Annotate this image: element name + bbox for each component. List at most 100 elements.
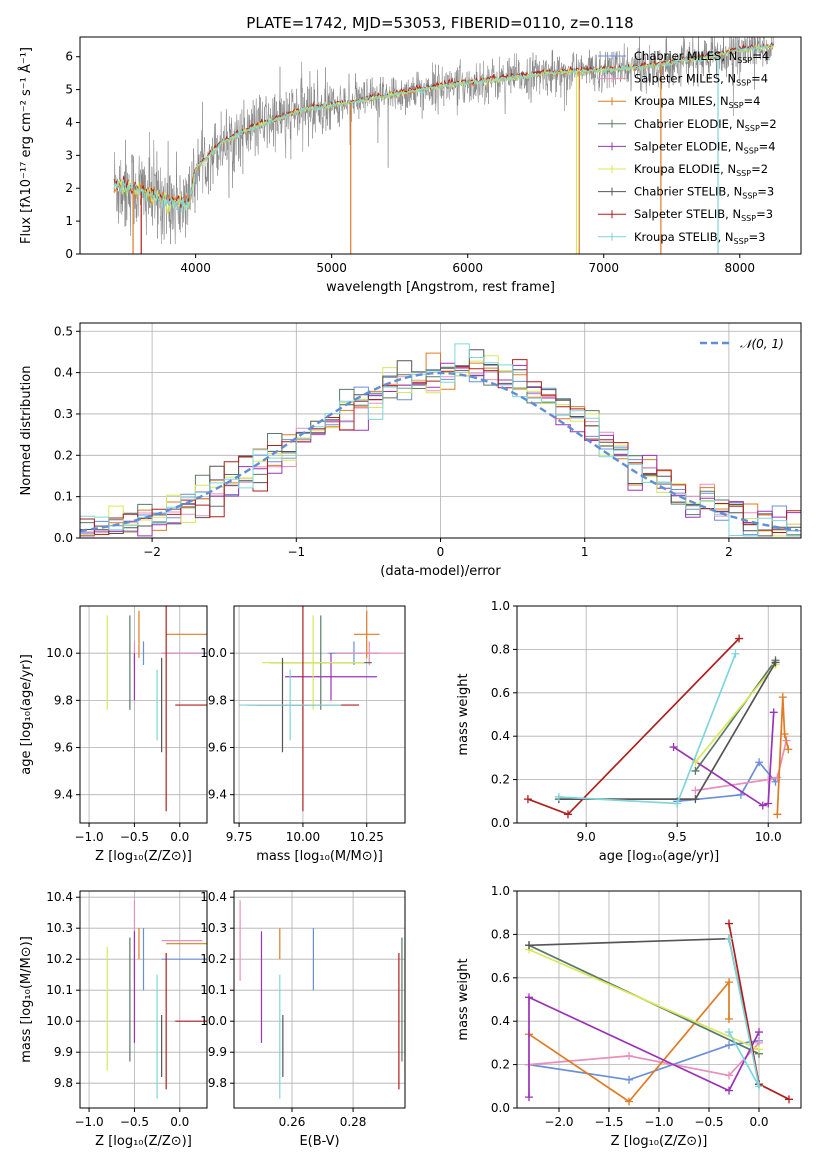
errorbar-kroupa-stelib — [156, 974, 158, 1099]
weight-line — [558, 661, 777, 800]
weights-salpeter-stelib — [523, 634, 744, 819]
x-tick-label: 4000 — [180, 261, 211, 275]
x-tick-label: −0.5 — [120, 830, 149, 844]
y-tick-label: 0.3 — [54, 407, 73, 421]
axes-frame — [79, 890, 208, 1109]
x-tick-label: 9.75 — [226, 830, 253, 844]
weight-line — [728, 938, 760, 1087]
errorbar-salpeter-stelib — [165, 606, 207, 812]
x-axis-label: Z [log₁₀(Z/Z⊙)] — [611, 1134, 708, 1149]
x-tick-label: 5000 — [316, 261, 347, 275]
panel-mass-vs-EBV: 0.26 0.28 9.8 9.9 10.0 10.1 10.2 10.3 10.4 E(B-V) — [200, 890, 406, 1149]
y-tick-label: 1 — [65, 214, 73, 228]
plot-area — [80, 323, 801, 538]
weight-marker — [525, 1093, 533, 1102]
x-tick-label: 8000 — [725, 261, 756, 275]
legend-label: Kroupa STELIB, NSSP=3 — [634, 230, 765, 246]
y-tick-label: 0.8 — [491, 642, 510, 656]
panel-weight-vs-age: 9.0 9.5 10.0 0.0 0.2 0.4 0.6 0.8 1.0 age [log₁₀(a… — [456, 599, 802, 864]
errorbar-chabrier-miles — [142, 928, 207, 991]
axes-frame — [516, 605, 802, 824]
y-tick-label: 6 — [65, 50, 73, 64]
x-tick-label: 0 — [437, 545, 445, 559]
y-tick-label: 0.2 — [54, 448, 73, 462]
errorbar-chabrier-stelib — [161, 1015, 163, 1077]
axes-frame — [233, 890, 406, 1109]
y-axis-label: Flux [fλ10⁻¹⁷ erg cm⁻² s⁻¹ Å⁻¹] — [18, 47, 34, 244]
plot-area — [234, 891, 405, 1108]
y-axis-label: mass [log₁₀(M/M⊙)] — [19, 936, 34, 1063]
x-tick-label: −1 — [287, 545, 305, 559]
weight-line — [558, 653, 737, 805]
y-tick-label: 0.4 — [54, 366, 73, 380]
y-tick-label: 9.8 — [208, 693, 227, 707]
y-tick-label: 1.0 — [491, 599, 510, 613]
x-tick-label: −2.0 — [544, 1115, 573, 1129]
legend-label: Kroupa MILES, NSSP=4 — [634, 94, 760, 110]
weight-marker — [785, 1095, 793, 1104]
weight-marker — [755, 1028, 763, 1037]
hist-chabrier-stelib — [80, 349, 801, 537]
y-axis-label: mass weight — [456, 958, 471, 1040]
weight-marker — [773, 773, 782, 782]
x-axis-label: Z [log₁₀(Z/Z⊙)] — [95, 849, 192, 864]
errorbar-kroupa-stelib — [156, 669, 158, 741]
y-tick-label: 2 — [65, 181, 73, 195]
y-tick-label: 0.2 — [491, 1058, 510, 1072]
x-tick-label: −1.0 — [644, 1115, 673, 1129]
weight-line — [694, 664, 777, 763]
errorbar-salpeter-miles — [133, 900, 203, 981]
y-tick-label: 9.8 — [54, 693, 73, 707]
legend-label: Salpeter STELIB, NSSP=3 — [634, 207, 773, 223]
weights-chabrier-miles — [525, 1036, 763, 1084]
weight-marker — [725, 1015, 733, 1024]
y-tick-label: 10.0 — [46, 646, 73, 660]
x-tick-label: 9.5 — [668, 830, 687, 844]
model-spectrum-kroupa-stelib — [113, 43, 774, 213]
weight-marker — [778, 693, 787, 702]
y-tick-label: 9.4 — [54, 788, 73, 802]
weights-chabrier-stelib — [554, 658, 780, 804]
weights-kroupa-stelib — [725, 934, 763, 1091]
axes-frame — [79, 36, 802, 255]
weight-marker — [725, 978, 733, 987]
x-tick-label: 0.28 — [340, 1115, 367, 1129]
y-tick-label: 10.2 — [46, 952, 73, 966]
legend-label: Chabrier ELODIE, NSSP=2 — [634, 117, 777, 133]
y-tick-label: 5 — [65, 83, 73, 97]
x-tick-label: 0.0 — [749, 1115, 768, 1129]
weight-marker — [731, 649, 740, 658]
plot-area — [80, 891, 207, 1108]
weights-kroupa-miles — [773, 693, 793, 819]
normal-curve — [80, 371, 799, 532]
hist-kroupa-stelib — [80, 343, 801, 537]
legend-label: Salpeter MILES, NSSP=4 — [634, 72, 768, 88]
weight-line — [528, 995, 760, 1098]
y-tick-label: 10.3 — [200, 921, 227, 935]
y-tick-label: 10.0 — [200, 646, 227, 660]
y-tick-label: 10.1 — [46, 983, 73, 997]
x-tick-label: 10.00 — [286, 830, 320, 844]
y-tick-label: 0 — [65, 247, 73, 261]
weight-marker — [525, 993, 533, 1002]
y-tick-label: 9.9 — [54, 1045, 73, 1059]
panel-weight-vs-Z: −2.0 −1.5 −1.0 −0.5 0.0 0.0 0.2 0.4 0.6 0.8 1.0 Z [… — [456, 884, 802, 1149]
y-tick-label: 9.4 — [208, 788, 227, 802]
errorbar-salpeter-elodie — [133, 653, 136, 701]
x-tick-label: 7000 — [588, 261, 619, 275]
errorbar-salpeter-elodie — [285, 653, 377, 701]
weight-marker — [725, 1028, 733, 1037]
weight-line — [694, 659, 777, 772]
x-tick-label: 10.25 — [350, 830, 384, 844]
y-tick-label: 9.8 — [54, 1076, 73, 1090]
y-tick-label: 0.5 — [54, 324, 73, 338]
weight-line — [776, 697, 790, 815]
weight-marker — [523, 795, 532, 804]
x-tick-label: 1 — [581, 545, 589, 559]
weight-marker — [758, 801, 767, 810]
weight-marker — [725, 1041, 733, 1050]
weight-marker — [625, 1051, 633, 1060]
weight-marker — [725, 1071, 733, 1080]
y-tick-label: 1.0 — [491, 884, 510, 898]
